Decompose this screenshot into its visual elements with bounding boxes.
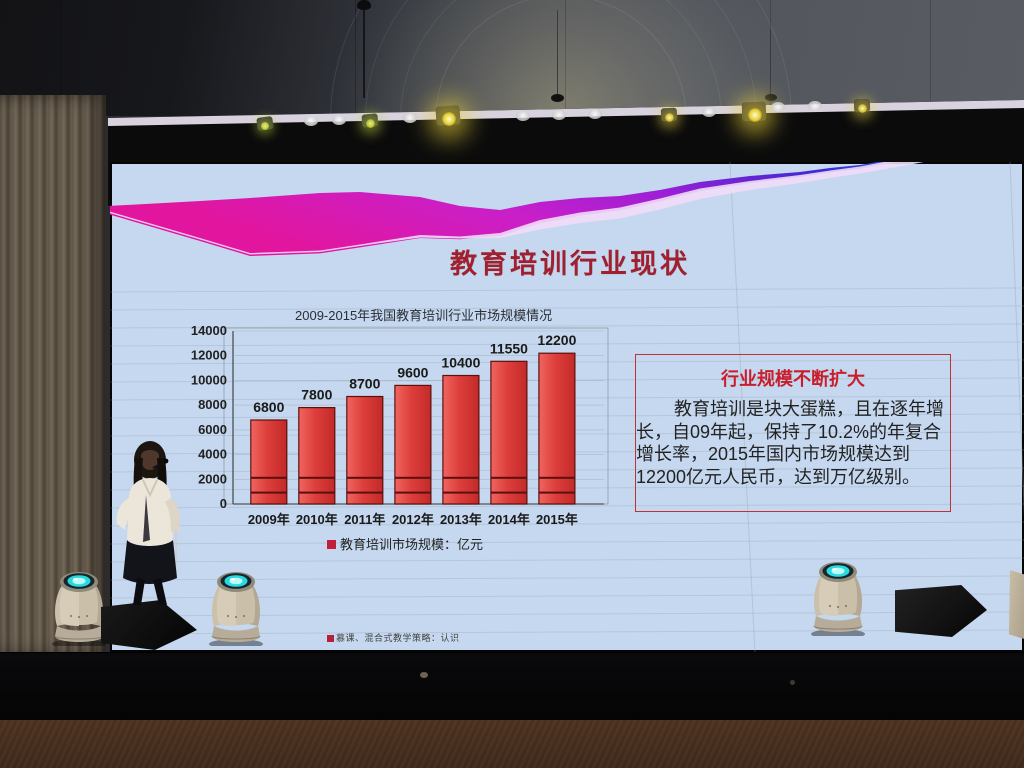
svg-text:12200: 12200	[537, 332, 576, 348]
svg-text:6800: 6800	[253, 399, 284, 415]
svg-text:6000: 6000	[198, 422, 227, 437]
svg-text:9600: 9600	[397, 364, 428, 380]
svg-text:10000: 10000	[191, 372, 227, 387]
svg-text:11550: 11550	[490, 340, 528, 356]
svg-text:14000: 14000	[191, 323, 227, 338]
svg-text:2012年: 2012年	[392, 512, 434, 527]
svg-text:教育培训市场规模：亿元: 教育培训市场规模：亿元	[340, 537, 483, 552]
svg-text:2014年: 2014年	[488, 512, 530, 527]
svg-text:8700: 8700	[349, 376, 380, 392]
svg-text:2010年: 2010年	[296, 512, 338, 527]
svg-text:7800: 7800	[301, 387, 332, 403]
svg-text:0: 0	[220, 496, 227, 511]
svg-text:2000: 2000	[198, 471, 227, 486]
svg-text:2013年: 2013年	[440, 512, 482, 527]
svg-text:8000: 8000	[198, 397, 227, 412]
svg-text:4000: 4000	[198, 447, 227, 462]
svg-text:2015年: 2015年	[536, 512, 578, 527]
svg-text:10400: 10400	[441, 355, 480, 371]
svg-text:12000: 12000	[191, 348, 227, 363]
svg-text:2011年: 2011年	[344, 512, 385, 527]
svg-text:2009年: 2009年	[248, 512, 290, 527]
